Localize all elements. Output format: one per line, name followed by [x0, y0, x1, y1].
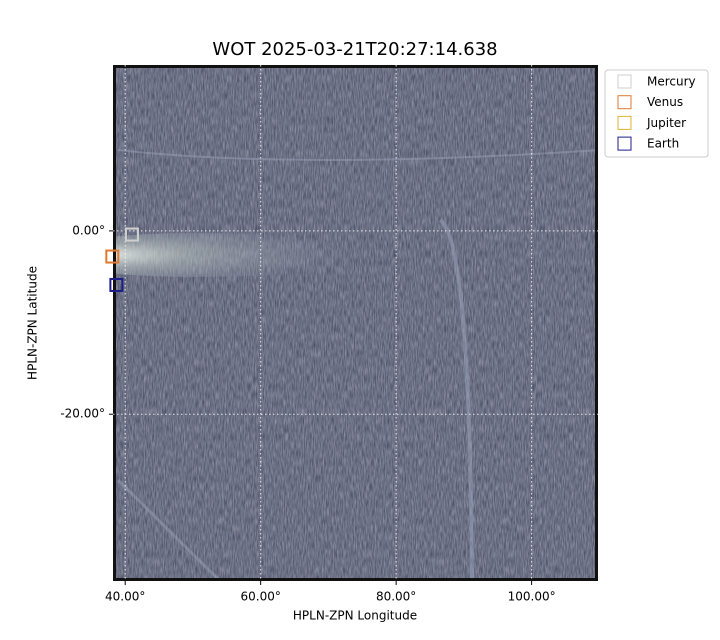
y-tick-label: -20.00°	[60, 407, 105, 421]
legend-swatch	[617, 136, 632, 151]
planet-marker	[109, 277, 124, 292]
legend-label: Venus	[647, 95, 683, 109]
legend-swatch	[617, 115, 632, 130]
x-tick-label: 80.00°	[376, 590, 416, 604]
planet-marker	[124, 227, 139, 242]
y-tick-label: 0.00°	[72, 223, 105, 237]
legend-label: Mercury	[647, 75, 696, 89]
chart-title: WOT 2025-03-21T20:27:14.638	[212, 39, 497, 60]
legend	[604, 69, 709, 158]
legend-label: Earth	[647, 137, 679, 151]
x-tick-label: 100.00°	[508, 590, 556, 604]
x-axis-label: HPLN-ZPN Longitude	[293, 609, 417, 623]
legend-swatch	[617, 74, 632, 89]
y-axis-label: HPLN-ZPN Latitude	[26, 266, 40, 380]
legend-swatch	[617, 95, 632, 110]
image	[113, 65, 598, 581]
planet-marker	[105, 249, 120, 264]
legend-label: Jupiter	[646, 116, 686, 130]
x-tick-label: 60.00°	[240, 590, 280, 604]
x-tick-label: 40.00°	[105, 590, 145, 604]
